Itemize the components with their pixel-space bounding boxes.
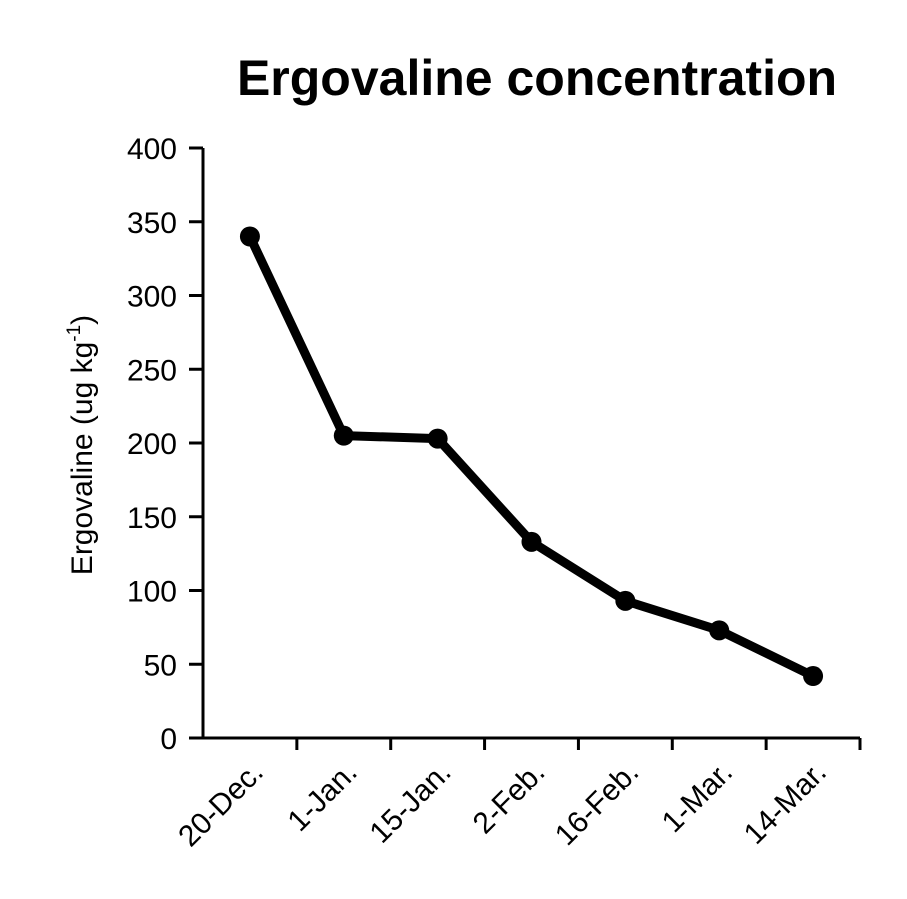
x-tick-label: 1-Jan. [281, 756, 363, 838]
data-point [615, 590, 636, 611]
y-axis-label: Ergovaline (ug kg-1) [64, 315, 99, 575]
x-tick-label: 20-Dec. [172, 756, 270, 854]
y-tick-label: 250 [127, 354, 177, 387]
y-tick-label: 0 [160, 723, 177, 756]
y-tick-label: 400 [127, 133, 177, 166]
y-axis-label-superscript: -1 [64, 325, 85, 342]
chart-title: Ergovaline concentration [237, 50, 837, 106]
y-tick-label: 200 [127, 428, 177, 461]
x-tick-label: 1-Mar. [656, 756, 739, 839]
x-tick-label: 2-Feb. [467, 756, 552, 841]
data-point [333, 425, 354, 446]
x-tick-label: 15-Jan. [363, 756, 457, 850]
data-point [239, 226, 260, 247]
y-tick-label: 100 [127, 576, 177, 609]
y-axis-label-main: Ergovaline (ug kg [66, 342, 99, 575]
data-point [521, 531, 542, 552]
y-tick-label: 350 [127, 207, 177, 240]
svg-text:Ergovaline (ug kg-1): Ergovaline (ug kg-1) [64, 315, 99, 575]
y-tick-label: 150 [127, 502, 177, 535]
y-axis-label-close: ) [66, 315, 99, 325]
series-layer [239, 226, 824, 687]
y-tick-label: 300 [127, 281, 177, 314]
data-point [709, 620, 730, 641]
x-ticks: 20-Dec. 1-Jan. 15-Jan. 2-Feb.16-Feb. 1-Mar.1… [172, 738, 862, 854]
data-point [803, 666, 824, 687]
y-tick-label: 50 [144, 649, 177, 682]
x-tick-label: 16-Feb. [549, 756, 645, 852]
y-ticks: 0 50 100 150 200 250 300 350 400 [127, 133, 203, 756]
x-tick-label: 14-Mar. [738, 756, 833, 851]
series-line [245, 232, 818, 681]
data-point [427, 428, 448, 449]
